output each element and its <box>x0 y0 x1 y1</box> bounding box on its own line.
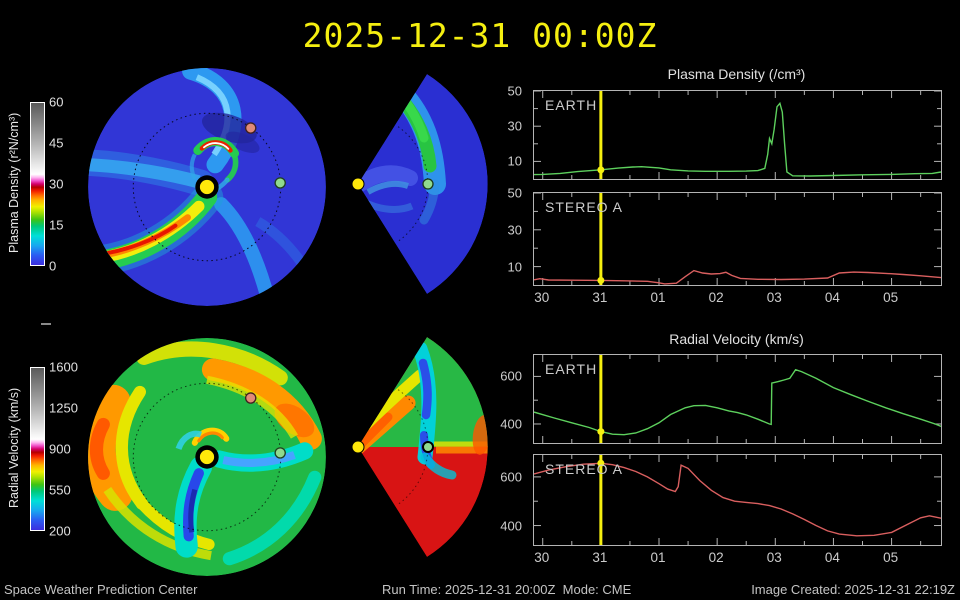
sun-dot <box>199 179 215 195</box>
earth-marker <box>422 441 434 453</box>
colorbar-tick: 200 <box>49 523 71 539</box>
sun-marker <box>351 177 365 191</box>
density-meridional-view <box>351 74 488 294</box>
stereo-a-velocity-plot <box>534 455 941 545</box>
y-axis-labels: 400 600 <box>500 368 522 432</box>
velocity-meridional-view <box>351 337 488 557</box>
series-label: EARTH <box>545 97 598 113</box>
stereo-a-velocity-panel: 400 600 STEREO A <box>500 454 942 546</box>
density-colorbar <box>30 102 45 266</box>
density-chart-title: Plasma Density (/cm³) <box>667 66 806 82</box>
y-axis-labels: 10 30 50 <box>507 185 522 275</box>
density-colorbar-label: Plasma Density (r²N/cm³) <box>7 112 21 254</box>
x-axis-labels: 30 31 01 02 03 04 05 <box>534 550 899 565</box>
velocity-ecliptic-view <box>88 338 326 576</box>
earth-marker <box>274 447 286 459</box>
y-axis-labels: 400 600 <box>500 469 522 534</box>
x-axis-labels: 30 31 01 02 03 04 05 <box>534 290 899 305</box>
density-ecliptic-view <box>88 68 326 306</box>
status-org: Space Weather Prediction Center <box>4 582 198 597</box>
sun-dot <box>199 449 215 465</box>
colorbar-tick: 0 <box>49 258 57 274</box>
earth-marker <box>274 177 286 189</box>
stereo-a-marker <box>244 122 257 134</box>
stereo-a-density-plot <box>534 193 941 285</box>
colorbar-tick: 45 <box>49 135 64 151</box>
status-image-created: Image Created: 2025-12-31 22:19Z <box>751 582 955 597</box>
colorbar-tick: 15 <box>49 217 64 233</box>
velocity-colorbar-label: Radial Velocity (km/s) <box>7 387 21 509</box>
colorbar-tick: 550 <box>49 482 71 498</box>
y-axis-labels: 10 30 50 <box>507 83 522 169</box>
series-label: STEREO A <box>545 461 624 477</box>
earth-density-panel: 10 30 50 EARTH <box>508 84 942 180</box>
density-colorbar-ticks: 60 45 30 15 0 <box>49 95 85 274</box>
velocity-colorbar <box>30 367 45 531</box>
colorbar-tick: 1250 <box>49 400 78 416</box>
colorbar-tick: 1600 <box>49 359 78 375</box>
series-label: EARTH <box>545 361 598 377</box>
page-title: 2025-12-31 00:00Z <box>302 16 658 55</box>
dash-mark <box>41 323 51 325</box>
stereo-a-marker <box>244 392 257 404</box>
series-label: STEREO A <box>545 199 624 215</box>
earth-marker <box>422 178 434 190</box>
earth-density-plot <box>534 91 941 179</box>
earth-velocity-plot <box>534 355 941 443</box>
colorbar-tick: 60 <box>49 94 64 110</box>
stereo-a-density-panel: 10 30 50 STEREO A <box>508 186 942 286</box>
colorbar-tick: 30 <box>49 176 64 192</box>
earth-velocity-panel: 400 600 EARTH <box>500 354 942 444</box>
velocity-chart-title: Radial Velocity (km/s) <box>669 331 804 347</box>
status-run-time: Run Time: 2025-12-31 20:00Z Mode: CME <box>382 582 632 597</box>
velocity-colorbar-ticks: 1600 1250 900 550 200 <box>49 360 85 539</box>
sun-marker <box>351 440 365 454</box>
colorbar-tick: 900 <box>49 441 71 457</box>
